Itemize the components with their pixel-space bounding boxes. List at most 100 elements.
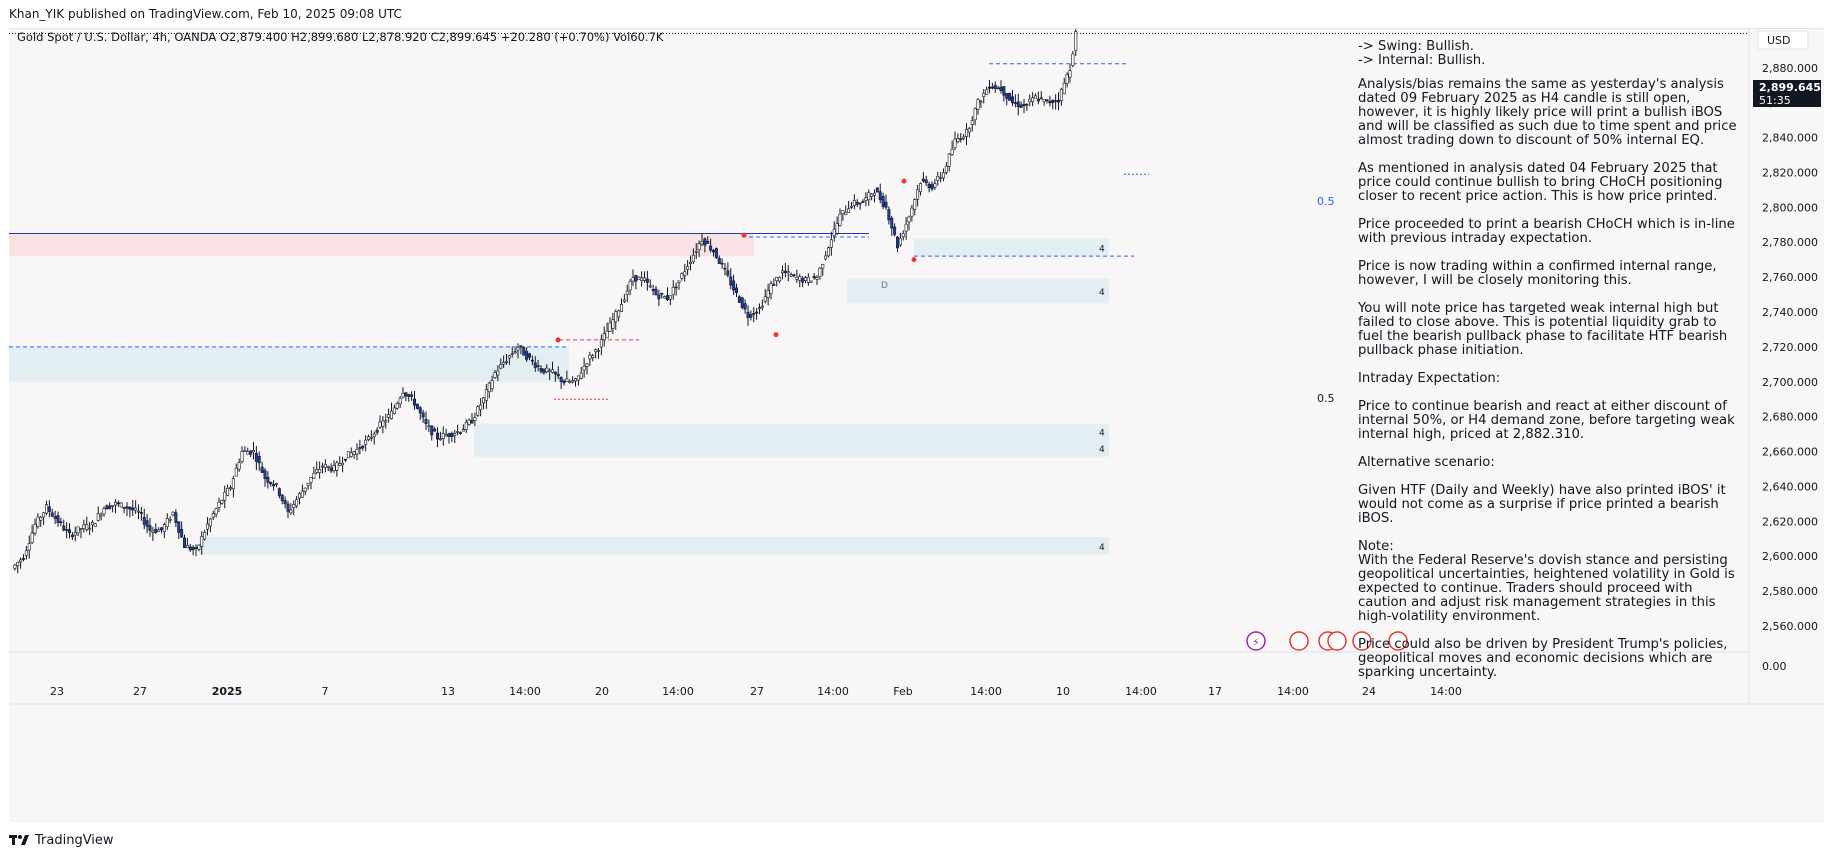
candle-body xyxy=(611,319,615,329)
candle-body xyxy=(723,267,727,270)
candle-body xyxy=(527,353,531,358)
zone-supply-6 xyxy=(9,233,754,257)
candle-body xyxy=(901,233,905,237)
candle-body xyxy=(962,136,966,139)
candle-body xyxy=(249,450,253,455)
candle-body xyxy=(1010,96,1014,104)
candle-body xyxy=(211,513,215,518)
candle-body xyxy=(1074,31,1078,52)
candle-body xyxy=(208,518,212,527)
candle-body xyxy=(890,217,894,229)
candle-body xyxy=(1013,102,1017,104)
candle-body xyxy=(579,372,583,379)
candle-body xyxy=(295,499,299,507)
candle-body xyxy=(941,172,945,179)
candle-body xyxy=(654,288,658,296)
candle-body xyxy=(990,86,994,89)
candle-body xyxy=(916,189,920,200)
candle-body xyxy=(772,284,776,286)
last-price-value: 2,899.645 xyxy=(1759,81,1821,94)
candle-body xyxy=(548,370,552,372)
us-flag-event-icon-5[interactable] xyxy=(1388,631,1408,651)
candle-body xyxy=(688,262,692,264)
candle-body xyxy=(556,373,560,377)
candle-body xyxy=(165,518,169,528)
candle-body xyxy=(93,523,97,527)
candle-body xyxy=(703,238,707,246)
candle-body xyxy=(352,451,356,455)
candle-body xyxy=(1005,93,1009,99)
candle-body xyxy=(499,364,503,369)
candle-body xyxy=(418,407,422,414)
candle-body xyxy=(378,421,382,428)
x-axis-tick: 14:00 xyxy=(509,685,541,698)
currency-box[interactable]: USD xyxy=(1757,30,1809,50)
candle-body xyxy=(588,354,592,360)
candle-body xyxy=(231,478,235,490)
swing-marker-1 xyxy=(741,232,747,238)
candle-body xyxy=(476,406,480,416)
candle-body xyxy=(171,511,175,516)
candle-body xyxy=(99,514,103,517)
candle-body xyxy=(484,389,488,401)
note-heading-note: Note: xyxy=(1358,539,1394,554)
candle-body xyxy=(927,183,931,189)
candlestick-chart[interactable]: 4 4 4 4 4 2,560.000 2,580.000 2,600.000 2,620.0… xyxy=(9,28,1824,823)
event-icons[interactable]: ⚡ xyxy=(1246,631,1408,651)
chart-area[interactable]: 4 4 4 4 4 2,560.000 2,580.000 2,600.000 2,620.0… xyxy=(9,28,1824,823)
half-label-upper: 0.5 xyxy=(1317,195,1335,208)
last-price-label: 2,899.645 51:35 xyxy=(1753,80,1821,107)
candle-body xyxy=(47,506,51,512)
candle-body xyxy=(139,512,143,514)
y-axis-tick: 2,880.000 xyxy=(1762,62,1818,75)
candle-body xyxy=(697,243,701,251)
candle-body xyxy=(1034,95,1038,99)
candle-body xyxy=(829,239,833,248)
y-axis-tick: 2,640.000 xyxy=(1762,480,1818,493)
x-axis-tick: 14:00 xyxy=(1277,685,1309,698)
candle-body xyxy=(180,529,184,538)
us-flag-event-icon-1[interactable] xyxy=(1289,631,1309,651)
x-axis-tick: 13 xyxy=(441,685,455,698)
candle-body xyxy=(895,236,899,249)
candle-body xyxy=(591,355,595,358)
lightning-event-icon[interactable] xyxy=(1246,631,1266,651)
candle-body xyxy=(970,120,974,125)
candle-body xyxy=(433,428,437,432)
us-flag-event-icon-3[interactable] xyxy=(1327,631,1347,651)
candle-body xyxy=(67,529,71,534)
publish-header: Khan_YIK published on TradingView.com, F… xyxy=(0,0,1835,28)
candle-body xyxy=(950,148,954,155)
candle-body xyxy=(329,467,333,472)
candle-body xyxy=(614,311,618,323)
candle-body xyxy=(277,488,281,496)
us-flag-event-icon-4[interactable] xyxy=(1352,631,1372,651)
candle-body xyxy=(852,200,856,206)
candle-body xyxy=(568,381,572,383)
candle-body xyxy=(1057,99,1061,103)
candle-body xyxy=(1071,53,1075,66)
zone-label-0: 4 xyxy=(1099,543,1105,553)
candle-body xyxy=(680,273,684,279)
candle-body xyxy=(875,187,879,193)
candle-body xyxy=(849,205,853,208)
candle-body xyxy=(303,487,307,492)
swing-marker-2 xyxy=(773,332,779,338)
candle-body xyxy=(913,199,917,210)
candle-body xyxy=(318,469,322,473)
candle-body xyxy=(956,138,960,142)
candle-body xyxy=(806,276,810,283)
currency-label: USD xyxy=(1767,34,1791,47)
candle-body xyxy=(108,505,112,509)
candle-body xyxy=(467,419,471,425)
note-paragraph-1: Analysis/bias remains the same as yester… xyxy=(1358,77,1737,148)
x-axis-tick: 10 xyxy=(1056,685,1070,698)
candle-body xyxy=(1059,88,1063,101)
candle-body xyxy=(760,305,764,308)
zone-demand-5 xyxy=(914,238,1109,257)
candle-body xyxy=(619,304,623,312)
brand-footer[interactable]: TradingView xyxy=(9,830,114,850)
note-swing: -> Swing: Bullish. xyxy=(1358,39,1475,54)
candle-body xyxy=(358,447,362,449)
candle-body xyxy=(36,516,40,527)
